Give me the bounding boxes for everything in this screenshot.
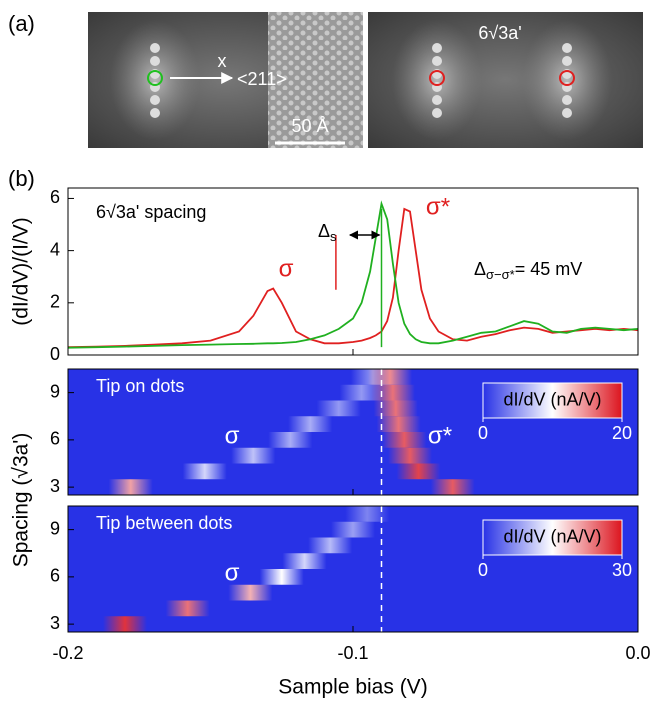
- y-tick-label: 3: [50, 476, 60, 496]
- axis-label: x: [218, 51, 227, 71]
- colorbar-tick-label: 0: [478, 560, 488, 580]
- y-tick-label: 9: [50, 381, 60, 401]
- heatmap-peak: [228, 584, 273, 601]
- splitting-label: Δσ−σ*= 45 mV: [474, 259, 582, 283]
- annotation: σ: [225, 559, 240, 586]
- colorbar: [482, 519, 623, 556]
- heatmap-peak: [108, 479, 153, 495]
- annotation: σ: [225, 422, 240, 449]
- y-tick-label: 2: [50, 292, 60, 312]
- heatmap-peak: [331, 521, 375, 538]
- heatmap-peak: [430, 479, 475, 495]
- y-tick-label: 6: [50, 187, 60, 207]
- stm-image-left: [88, 12, 363, 148]
- heatmap-peak: [103, 616, 147, 632]
- splitting-text: = 45 mV: [515, 259, 583, 279]
- splitting-subscript: σ−σ*: [486, 267, 515, 282]
- heatmap-peak: [288, 416, 333, 432]
- y-axis-label: (dI/dV)/(I/V): [10, 217, 33, 326]
- heatmap-peak: [182, 463, 227, 480]
- plot-frame: [67, 187, 639, 356]
- heatmap-peak: [368, 369, 413, 385]
- annotation: 6√3a' spacing: [96, 202, 206, 222]
- heatmap-peak: [259, 569, 304, 585]
- y-axis-label: Spacing (√3a'): [10, 433, 33, 568]
- heatmap-peak: [308, 537, 353, 554]
- image-label: 6√3a': [478, 23, 521, 43]
- heatmap-peak: [382, 432, 427, 448]
- direction-label: <211>: [237, 69, 287, 89]
- x-tick-label: -0.1: [337, 643, 368, 663]
- colorbar-label: dI/dV (nA/V): [503, 526, 601, 546]
- y-tick-label: 3: [50, 613, 60, 633]
- x-tick-label: 0.0: [625, 643, 650, 663]
- heatmap-peak: [231, 447, 276, 464]
- splitting-symbol: Δ: [474, 259, 486, 279]
- panel-title: Tip between dots: [96, 513, 232, 533]
- delta-label: Δs: [318, 221, 337, 245]
- heatmap-peak: [396, 463, 441, 480]
- panel-label: (a): [8, 11, 35, 36]
- panel-label: (b): [8, 166, 35, 191]
- colorbar-tick-label: 0: [478, 423, 488, 443]
- colorbar-tick-label: 20: [612, 423, 632, 443]
- y-tick-label: 6: [50, 429, 60, 449]
- annotation: σ: [279, 255, 294, 282]
- x-axis-label: Sample bias (V): [278, 676, 427, 699]
- heatmap-peak: [373, 400, 418, 417]
- heatmap-peak: [370, 384, 415, 401]
- heatmap-peak: [165, 600, 210, 617]
- line-series: [67, 207, 639, 349]
- heatmap-peak: [376, 416, 421, 432]
- x-tick-label: -0.2: [52, 643, 83, 663]
- heatmap-peak: [316, 400, 361, 417]
- stm-image-right: [368, 12, 643, 148]
- scale-bar-label: 50 Å: [291, 116, 328, 136]
- heatmap-peak: [345, 506, 390, 522]
- plot-frame: [67, 368, 639, 496]
- colorbar-label: dI/dV (nA/V): [503, 389, 601, 409]
- y-tick-label: 6: [50, 566, 60, 586]
- y-tick-label: 0: [50, 344, 60, 364]
- delta-subscript: s: [330, 229, 337, 244]
- heatmap-peak: [282, 553, 327, 569]
- plot-frame: [67, 505, 639, 633]
- y-tick-label: 9: [50, 518, 60, 538]
- line-series: [67, 200, 639, 349]
- annotation: σ*: [428, 422, 452, 449]
- y-tick-label: 4: [50, 239, 60, 259]
- heatmap-peak: [268, 432, 313, 448]
- heatmap-peak: [388, 447, 432, 464]
- colorbar-tick-label: 30: [612, 560, 632, 580]
- panel-title: Tip on dots: [96, 376, 184, 396]
- colorbar: [482, 382, 623, 419]
- delta-symbol: Δ: [318, 221, 330, 241]
- annotation: σ*: [426, 193, 450, 220]
